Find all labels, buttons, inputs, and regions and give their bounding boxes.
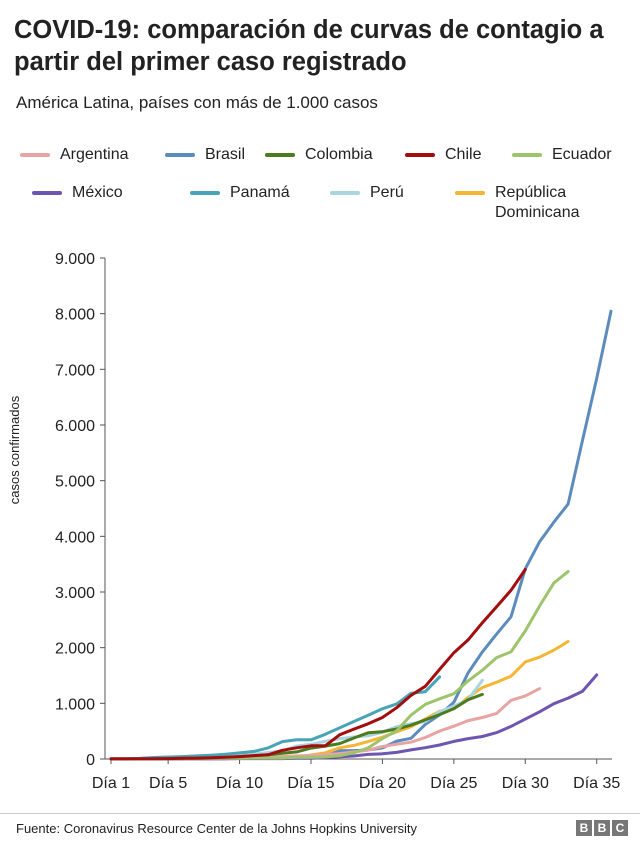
legend-item: República Dominicana — [455, 183, 625, 223]
series-line — [109, 687, 542, 761]
footer-divider — [0, 813, 640, 814]
legend-swatch — [165, 153, 195, 157]
x-tick-label: Día 5 — [149, 775, 187, 792]
x-tick-label: Día 1 — [92, 775, 130, 792]
legend-label: Chile — [445, 146, 482, 163]
y-tick-label: 5.000 — [55, 474, 95, 491]
y-tick-label: 3.000 — [55, 585, 95, 602]
legend-swatch — [405, 153, 435, 157]
x-tick-label: Día 20 — [359, 775, 406, 792]
legend-item: Panamá — [190, 183, 360, 203]
source-note: Fuente: Coronavirus Resource Center de l… — [16, 821, 418, 836]
y-tick-label: 6.000 — [55, 418, 95, 435]
x-tick-label: Día 10 — [216, 775, 263, 792]
legend-label: Argentina — [60, 146, 129, 163]
legend: Argentina Brasil Colombia Chile Ecuador Méxic… — [0, 140, 640, 230]
bbc-logo-letter: C — [612, 820, 628, 836]
legend-label: Brasil — [205, 146, 246, 163]
legend-item: Argentina — [20, 145, 190, 165]
bbc-logo-letter: B — [594, 820, 610, 836]
series-line — [109, 675, 442, 761]
legend-swatch — [330, 191, 360, 195]
legend-swatch — [265, 153, 295, 157]
legend-swatch — [512, 153, 542, 157]
legend-item: Perú — [330, 183, 500, 203]
legend-label: Ecuador — [552, 146, 612, 163]
x-tick-label: Día 30 — [502, 775, 549, 792]
legend-item: México — [32, 183, 202, 203]
chart-subtitle: América Latina, países con más de 1.000 … — [16, 93, 378, 112]
legend-swatch — [32, 191, 62, 195]
series-line — [109, 568, 527, 761]
legend-label: México — [72, 184, 123, 201]
x-tick-label: Día 35 — [573, 775, 620, 792]
series-line — [109, 640, 570, 761]
y-tick-label: 2.000 — [55, 641, 95, 658]
y-tick-label: 9.000 — [55, 251, 95, 268]
x-tick-label: Día 15 — [287, 775, 334, 792]
legend-swatch — [20, 153, 50, 157]
legend-item: Colombia — [265, 145, 435, 165]
y-tick-label: 8.000 — [55, 307, 95, 324]
legend-item: Brasil — [165, 145, 335, 165]
bbc-logo: B B C — [576, 820, 628, 836]
legend-swatch — [190, 191, 220, 195]
y-tick-label: 0 — [86, 752, 95, 769]
legend-swatch — [455, 191, 485, 195]
bbc-logo-letter: B — [576, 820, 592, 836]
y-tick-label: 1.000 — [55, 696, 95, 713]
legend-label: Panamá — [230, 184, 290, 201]
y-axis-label: casos confirmados — [7, 395, 22, 504]
legend-label: Colombia — [305, 146, 373, 163]
y-tick-label: 4.000 — [55, 529, 95, 546]
chart-title: COVID-19: comparación de curvas de conta… — [14, 16, 604, 76]
legend-item: Ecuador — [512, 145, 640, 165]
x-tick-label: Día 25 — [430, 775, 477, 792]
line-chart: casos confirmados 0 1.000 2.000 3.000 4.000 5.… — [7, 251, 620, 792]
legend-item: Chile — [405, 145, 575, 165]
legend-label: República Dominicana — [495, 184, 580, 221]
legend-label: Perú — [370, 184, 404, 201]
y-tick-label: 7.000 — [55, 362, 95, 379]
